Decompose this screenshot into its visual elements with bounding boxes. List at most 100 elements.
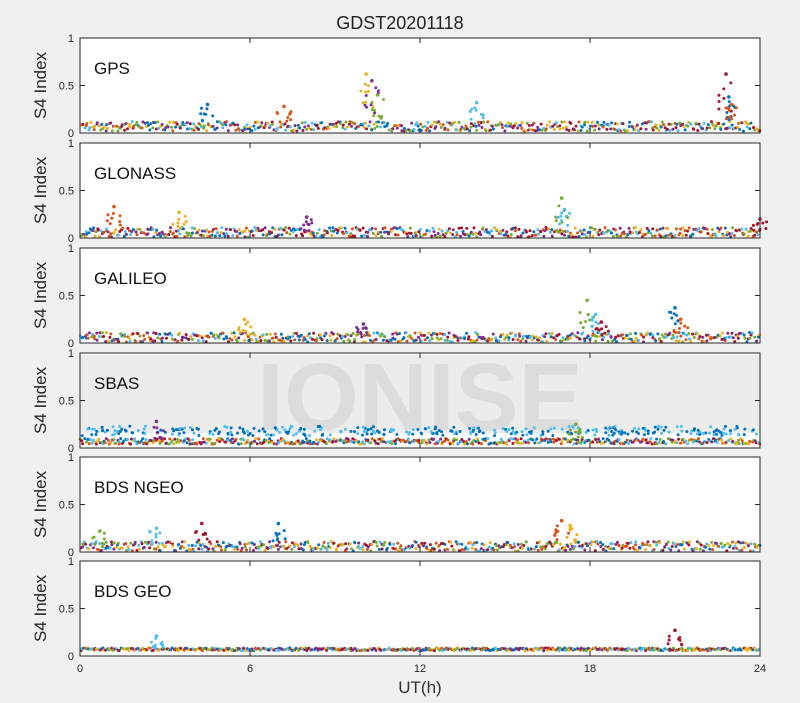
data-point — [272, 433, 276, 437]
data-point — [282, 544, 286, 548]
data-point — [183, 122, 187, 126]
data-point — [511, 441, 515, 445]
data-point — [201, 234, 205, 238]
data-point — [135, 549, 139, 553]
peak-point — [562, 207, 567, 212]
data-point — [689, 437, 693, 441]
data-point — [283, 122, 287, 126]
data-point — [594, 339, 598, 343]
data-point — [155, 228, 159, 232]
data-point — [562, 233, 566, 237]
data-point — [558, 542, 562, 546]
data-point — [256, 226, 260, 230]
data-point — [696, 437, 700, 441]
data-point — [720, 438, 724, 442]
data-point — [701, 127, 705, 131]
data-point — [726, 331, 730, 335]
data-point — [341, 334, 345, 338]
data-point — [696, 428, 700, 432]
data-point — [336, 332, 340, 336]
data-point — [568, 211, 572, 215]
data-point — [181, 336, 185, 340]
data-point — [610, 429, 614, 433]
data-point — [663, 126, 667, 130]
data-point — [554, 338, 558, 342]
data-point — [315, 438, 319, 442]
data-point — [567, 234, 571, 238]
data-point — [625, 544, 629, 548]
data-point — [580, 230, 584, 234]
data-point — [171, 222, 175, 226]
data-point — [364, 100, 368, 104]
data-point — [692, 127, 696, 131]
data-point — [93, 542, 97, 546]
data-point — [213, 441, 217, 445]
data-point — [432, 120, 436, 124]
data-point — [532, 649, 536, 653]
data-point — [114, 441, 118, 445]
data-point — [116, 541, 120, 545]
data-point — [578, 544, 582, 548]
data-point — [136, 428, 140, 432]
data-point — [711, 437, 715, 441]
data-point — [94, 433, 98, 437]
data-point — [455, 233, 459, 237]
data-point — [196, 427, 200, 431]
data-point — [195, 540, 199, 544]
data-point — [584, 320, 588, 324]
data-point — [184, 333, 188, 337]
data-point — [469, 125, 473, 129]
data-point — [234, 437, 238, 441]
data-point — [674, 126, 678, 130]
data-point — [494, 646, 498, 650]
data-point — [208, 234, 212, 238]
data-point — [546, 429, 550, 433]
data-point — [197, 127, 201, 131]
data-point — [751, 428, 755, 432]
data-point — [493, 428, 497, 432]
data-point — [411, 432, 415, 436]
data-point — [180, 427, 184, 431]
data-point — [438, 648, 442, 652]
data-point — [595, 440, 599, 444]
data-point — [277, 532, 281, 536]
data-point — [731, 226, 735, 230]
data-point — [370, 542, 374, 546]
data-point — [262, 543, 266, 547]
data-point — [366, 648, 370, 652]
data-point — [303, 125, 307, 129]
data-point — [672, 542, 676, 546]
data-point — [439, 126, 443, 130]
data-point — [105, 428, 109, 432]
data-point — [365, 127, 369, 131]
data-point — [687, 540, 691, 544]
data-point — [424, 232, 428, 236]
peak-point — [276, 521, 281, 526]
data-point — [263, 124, 267, 128]
data-point — [682, 547, 686, 551]
data-point — [303, 120, 307, 124]
data-point — [266, 432, 270, 436]
data-point — [90, 433, 94, 437]
data-point — [259, 124, 263, 128]
data-point — [279, 125, 283, 129]
data-point — [346, 333, 350, 337]
data-point — [477, 430, 481, 434]
data-point — [603, 226, 607, 230]
data-point — [329, 540, 333, 544]
data-point — [466, 337, 470, 341]
data-point — [366, 234, 370, 238]
data-point — [177, 331, 181, 335]
data-point — [362, 425, 366, 429]
data-point — [100, 545, 104, 549]
data-point — [542, 234, 546, 238]
data-point — [500, 123, 504, 127]
data-point — [345, 440, 349, 444]
data-point — [524, 339, 528, 343]
data-point — [148, 128, 152, 132]
data-point — [530, 234, 534, 238]
data-point — [215, 126, 219, 130]
data-point — [357, 541, 361, 545]
data-point — [161, 543, 165, 547]
data-point — [175, 122, 179, 126]
